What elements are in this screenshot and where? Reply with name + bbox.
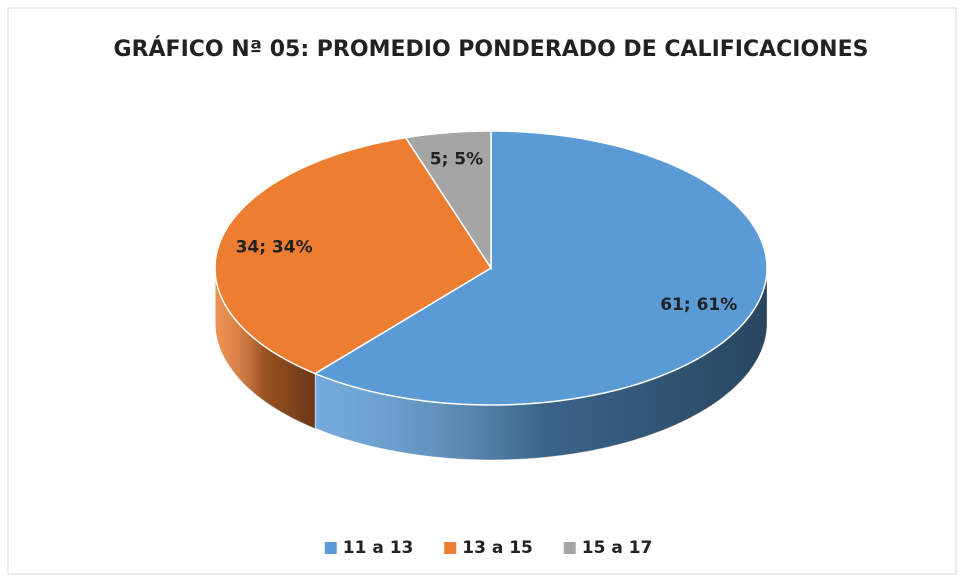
legend-swatch	[563, 542, 576, 554]
legend-swatch	[324, 542, 337, 554]
slice	[404, 130, 492, 271]
data-label: 61; 61%	[660, 295, 737, 315]
slice-side-shade	[315, 268, 767, 460]
data-label: 5; 5%	[430, 150, 483, 170]
slice-side-shade	[215, 268, 316, 429]
data-label: 34; 34%	[236, 237, 313, 257]
legend-label: 11 a 13	[343, 538, 414, 558]
legend-label: 15 a 17	[582, 538, 653, 558]
legend-label: 13 a 15	[462, 538, 533, 558]
legend-swatch	[444, 542, 457, 554]
slice	[313, 130, 768, 406]
slice	[214, 136, 493, 375]
chart-title: GRÁFICO Nª 05: PROMEDIO PONDERADO DE CAL…	[114, 36, 869, 62]
